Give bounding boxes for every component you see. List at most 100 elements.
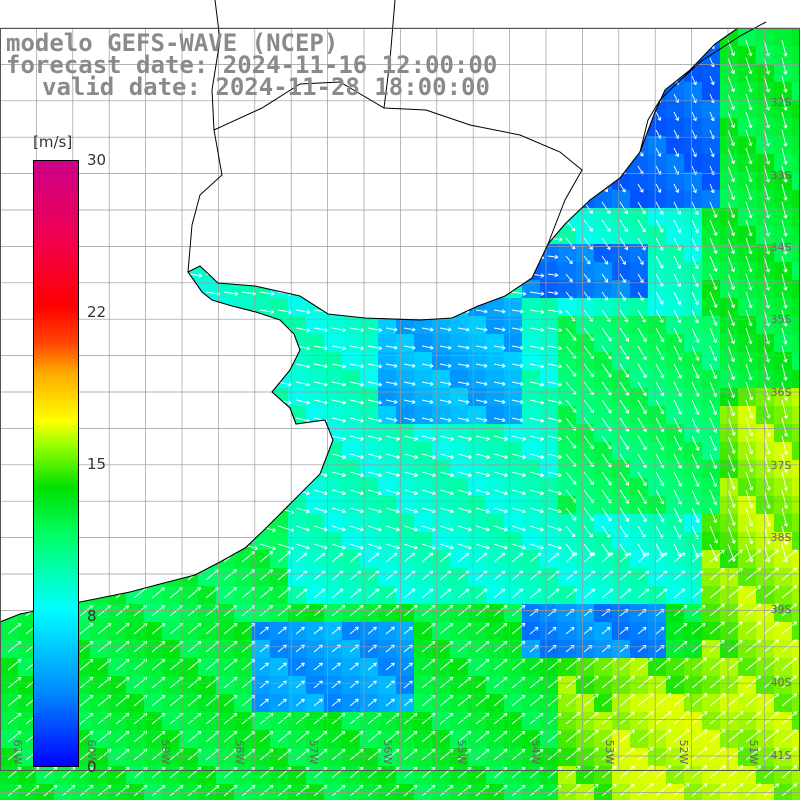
wind-speed-cell: [792, 118, 800, 136]
wind-arrow: [151, 200, 167, 206]
wind-arrow: [457, 712, 472, 725]
wind-arrow: [259, 587, 274, 599]
wind-arrow: [313, 525, 328, 532]
wind-arrow: [115, 345, 131, 351]
wind-arrow: [511, 363, 524, 368]
wind-arrow: [421, 694, 436, 707]
wind-arrow: [115, 605, 130, 617]
wind-arrow: [565, 507, 577, 521]
latitude-label: 40S: [771, 676, 792, 689]
wind-arrow: [619, 273, 626, 283]
wind-arrow: [457, 588, 470, 599]
wind-arrow: [313, 255, 329, 260]
wind-speed-cell: [630, 550, 648, 568]
wind-speed-cell: [774, 46, 792, 64]
longitude-label: 51W: [747, 740, 760, 765]
wind-speed-cell: [648, 676, 666, 694]
wind-speed-cell: [558, 406, 576, 424]
wind-speed-cell: [324, 262, 342, 280]
wind-speed-cell: [540, 604, 558, 622]
wind-speed-cell: [216, 784, 234, 800]
wind-arrow: [259, 626, 269, 635]
wind-speed-cell: [198, 424, 216, 442]
wind-arrow: [529, 507, 544, 514]
wind-speed-cell: [108, 190, 126, 208]
wind-speed-cell: [630, 586, 648, 604]
wind-arrow: [547, 55, 563, 61]
wind-arrow: [349, 381, 365, 387]
wind-arrow: [349, 237, 365, 242]
wind-speed-cell: [342, 172, 360, 190]
wind-speed-cell: [252, 622, 270, 640]
wind-speed-cell: [738, 316, 756, 334]
wind-arrow: [277, 219, 293, 224]
wind-speed-cell: [162, 298, 180, 316]
wind-speed-cell: [576, 226, 594, 244]
wind-speed-cell: [540, 550, 558, 568]
wind-speed-cell: [180, 136, 198, 154]
wind-arrow: [673, 711, 690, 725]
wind-arrow: [511, 164, 527, 170]
wind-speed-cell: [558, 334, 576, 352]
wind-arrow: [187, 327, 203, 333]
wind-speed-cell: [648, 406, 666, 424]
wind-speed-cell: [612, 298, 630, 316]
wind-arrow: [547, 471, 562, 478]
wind-arrow: [601, 552, 614, 563]
wind-speed-cell: [252, 586, 270, 604]
wind-arrow: [187, 658, 202, 671]
wind-speed-cell: [270, 478, 288, 496]
wind-speed-cell: [630, 388, 648, 406]
wind-arrow: [43, 110, 59, 115]
wind-speed-cell: [144, 226, 162, 244]
wind-arrow: [187, 182, 203, 188]
wind-arrow: [691, 675, 707, 689]
wind-speed-cell: [756, 172, 774, 190]
wind-speed-cell: [450, 100, 468, 118]
wind-arrow: [529, 74, 545, 79]
wind-arrow: [331, 489, 346, 496]
wind-arrow: [349, 327, 365, 333]
wind-arrow: [493, 219, 509, 224]
wind-speed-cell: [666, 190, 684, 208]
wind-arrow: [223, 110, 239, 115]
wind-arrow: [187, 110, 203, 115]
wind-arrow: [763, 183, 771, 201]
wind-arrow: [727, 111, 735, 129]
wind-speed-cell: [612, 622, 630, 640]
wind-arrow: [655, 435, 665, 451]
wind-speed-cell: [0, 712, 18, 730]
wind-speed-cell: [108, 370, 126, 388]
wind-arrow: [349, 662, 359, 671]
wind-arrow: [79, 363, 95, 369]
wind-arrow: [205, 784, 220, 797]
wind-speed-cell: [648, 46, 666, 64]
wind-arrow: [709, 453, 718, 470]
wind-speed-cell: [324, 136, 342, 154]
wind-arrow: [403, 37, 419, 43]
wind-arrow: [277, 784, 292, 797]
wind-speed-cell: [468, 586, 486, 604]
wind-speed-cell: [180, 334, 198, 352]
wind-arrow: [97, 551, 112, 563]
wind-arrow: [763, 57, 771, 75]
wind-speed-cell: [270, 190, 288, 208]
wind-speed-cell: [378, 172, 396, 190]
wind-arrow: [277, 237, 293, 242]
wind-arrow: [691, 783, 708, 797]
wind-speed-cell: [306, 316, 324, 334]
wind-arrow: [583, 111, 591, 121]
wind-arrow: [7, 273, 23, 278]
wind-speed-cell: [162, 172, 180, 190]
wind-speed-cell: [684, 532, 702, 550]
wind-speed-cell: [270, 172, 288, 190]
wind-speed-cell: [684, 244, 702, 262]
wind-arrow: [511, 291, 527, 296]
wind-speed-cell: [756, 388, 774, 406]
wind-arrow: [583, 711, 599, 725]
wind-speed-cell: [90, 730, 108, 748]
wind-arrow: [421, 37, 437, 43]
wind-arrow: [187, 507, 205, 514]
wind-arrow: [259, 662, 269, 671]
wind-arrow: [277, 569, 292, 581]
